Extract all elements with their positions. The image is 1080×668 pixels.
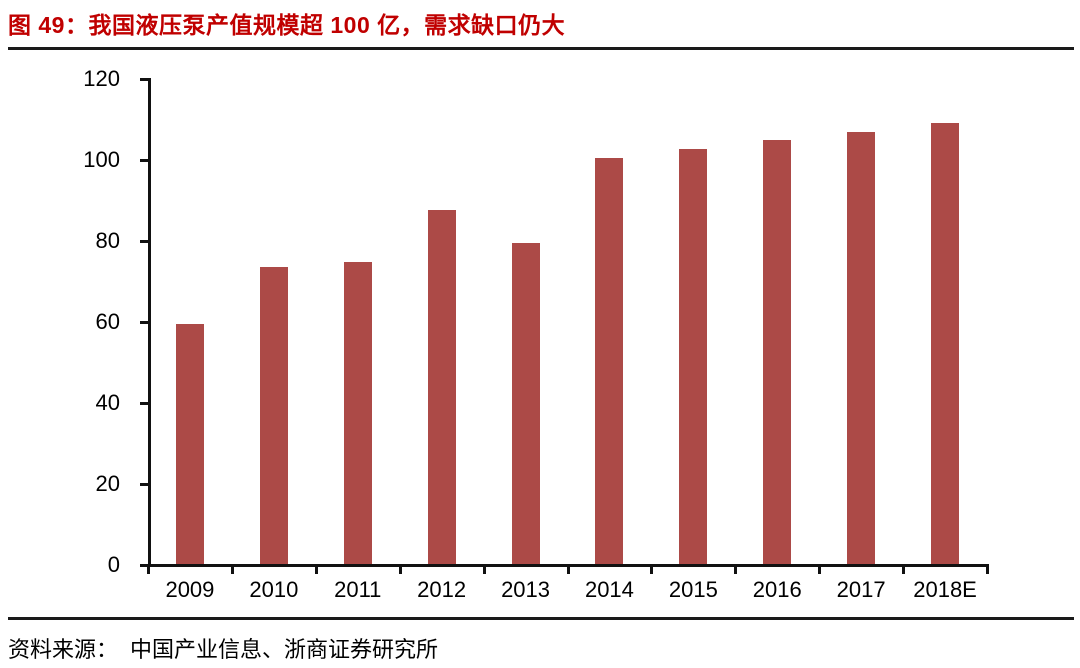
x-tick-5 (566, 564, 570, 574)
source-line: 资料来源： 中国产业信息、浙商证券研究所 (8, 632, 438, 664)
x-label-2009: 2009 (165, 577, 215, 602)
x-label-2013: 2013 (501, 577, 551, 602)
x-tick-6 (650, 564, 654, 574)
y-axis-line (148, 78, 151, 567)
x-tick-4 (482, 564, 486, 574)
bar-2018E (931, 123, 960, 565)
x-tick-2 (314, 564, 318, 574)
x-label-2012: 2012 (417, 577, 467, 602)
y-tick-20 (140, 482, 149, 486)
y-tick-60 (140, 320, 149, 324)
x-tick-9 (902, 564, 906, 574)
bar-2012 (427, 209, 456, 565)
x-label-2017: 2017 (836, 577, 886, 602)
x-tick-1 (230, 564, 234, 574)
y-tick-label-80: 80 (95, 228, 120, 253)
y-tick-label-20: 20 (95, 471, 120, 496)
x-tick-7 (734, 564, 738, 574)
bar-2011 (343, 261, 372, 565)
y-tick-40 (140, 401, 149, 405)
y-tick-80 (140, 239, 149, 243)
x-label-2014: 2014 (584, 577, 634, 602)
y-tick-label-120: 120 (83, 66, 120, 91)
y-tick-label-40: 40 (95, 390, 120, 415)
bar-2014 (595, 158, 624, 565)
source-label: 资料来源： (8, 637, 119, 662)
x-tick-0 (147, 564, 150, 574)
y-tick-120 (140, 77, 149, 81)
figure-title: 图 49：我国液压泵产值规模超 100 亿，需求缺口仍大 (8, 12, 566, 38)
y-tick-label-60: 60 (95, 309, 120, 334)
bar-2016 (763, 140, 792, 565)
y-tick-label-100: 100 (83, 147, 120, 172)
y-tick-0 (140, 563, 149, 567)
bar-2009 (175, 324, 204, 565)
bar-2015 (679, 149, 708, 565)
x-label-2011: 2011 (334, 577, 382, 602)
title-divider (8, 47, 1074, 50)
x-tick-10 (986, 564, 989, 574)
x-label-2018E: 2018E (913, 577, 977, 602)
x-label-2010: 2010 (249, 577, 299, 602)
bar-2010 (259, 266, 288, 565)
bar-2013 (511, 242, 540, 565)
x-tick-8 (818, 564, 822, 574)
source-text: 中国产业信息、浙商证券研究所 (130, 637, 439, 662)
x-label-2015: 2015 (668, 577, 718, 602)
x-label-2016: 2016 (752, 577, 802, 602)
y-tick-label-0: 0 (107, 552, 120, 577)
bar-2017 (847, 132, 876, 565)
source-divider (8, 617, 1074, 620)
x-tick-3 (398, 564, 402, 574)
y-tick-100 (140, 158, 149, 162)
